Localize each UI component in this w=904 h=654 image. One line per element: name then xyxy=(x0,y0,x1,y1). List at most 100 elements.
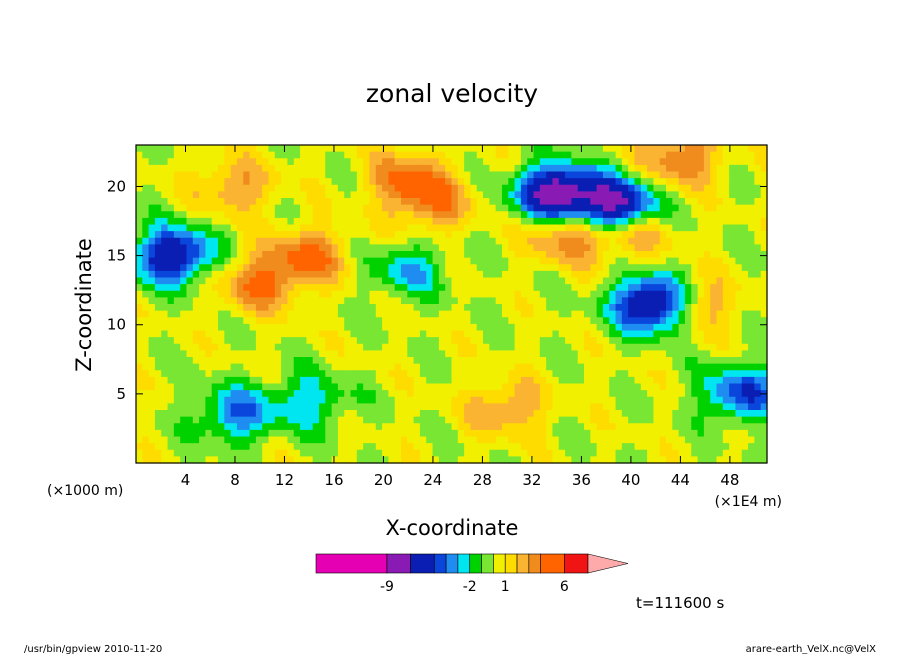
contour-cell xyxy=(426,264,434,272)
contour-cell xyxy=(691,217,699,226)
contour-cell xyxy=(584,343,591,351)
contour-cell xyxy=(546,264,554,272)
contour-cell xyxy=(621,270,629,279)
contour-cell xyxy=(489,158,497,166)
contour-cell xyxy=(230,370,238,378)
contour-cell xyxy=(514,323,522,332)
contour-cell xyxy=(647,244,655,252)
contour-cell xyxy=(672,244,680,252)
contour-cell xyxy=(546,396,554,404)
contour-cell xyxy=(337,164,345,173)
contour-cell xyxy=(350,198,358,206)
contour-cell xyxy=(154,330,162,338)
x-tick-label: 48 xyxy=(720,471,739,489)
contour-cell xyxy=(218,363,225,371)
contour-cell xyxy=(211,423,219,431)
contour-cell xyxy=(300,423,307,431)
contour-cell xyxy=(224,323,232,332)
contour-cell xyxy=(394,191,402,199)
contour-cell xyxy=(274,436,282,444)
contour-cell xyxy=(236,429,244,438)
contour-cell xyxy=(666,277,673,285)
contour-cell xyxy=(451,423,459,431)
contour-cell xyxy=(205,224,213,232)
contour-cell xyxy=(577,403,585,411)
contour-cell xyxy=(407,337,415,345)
contour-cell xyxy=(590,370,598,378)
contour-cell xyxy=(407,231,415,239)
contour-cell xyxy=(691,304,699,312)
contour-cell xyxy=(527,337,535,345)
contour-cell xyxy=(653,337,661,345)
contour-cell xyxy=(584,310,591,318)
contour-cell xyxy=(735,383,743,391)
contour-cell xyxy=(741,383,749,391)
contour-cell xyxy=(426,257,434,265)
contour-cell xyxy=(533,211,541,219)
contour-cell xyxy=(489,370,497,378)
contour-cell xyxy=(729,204,737,212)
contour-cell xyxy=(678,224,686,232)
contour-cell xyxy=(729,337,737,345)
contour-cell xyxy=(331,158,339,166)
contour-cell xyxy=(464,217,472,226)
contour-cell xyxy=(577,171,585,179)
contour-cell xyxy=(489,423,497,431)
contour-cell xyxy=(501,151,509,159)
contour-cell xyxy=(243,184,251,192)
contour-cell xyxy=(489,290,497,298)
contour-cell xyxy=(710,443,718,451)
contour-cell xyxy=(426,403,434,411)
contour-cell xyxy=(653,237,661,245)
contour-cell xyxy=(413,164,421,173)
contour-cell xyxy=(255,423,263,431)
contour-cell xyxy=(584,396,591,404)
contour-cell xyxy=(508,350,516,358)
contour-cell xyxy=(350,376,358,385)
contour-cell xyxy=(306,343,314,351)
contour-cell xyxy=(602,403,610,411)
contour-cell xyxy=(596,370,604,378)
contour-cell xyxy=(489,217,497,226)
contour-cell xyxy=(495,171,503,179)
contour-cell xyxy=(697,436,705,444)
contour-cell xyxy=(451,151,459,159)
contour-cell xyxy=(741,337,749,345)
contour-cell xyxy=(318,416,326,424)
contour-cell xyxy=(634,145,642,153)
contour-cell xyxy=(300,429,307,438)
contour-cell xyxy=(748,357,755,365)
contour-cell xyxy=(489,198,497,206)
contour-cell xyxy=(602,297,610,305)
contour-cell xyxy=(647,264,655,272)
contour-cell xyxy=(552,410,560,418)
contour-cell xyxy=(382,164,389,173)
contour-cell xyxy=(432,264,440,272)
contour-cell xyxy=(192,204,200,212)
contour-cell xyxy=(741,237,749,245)
contour-cell xyxy=(255,383,263,391)
contour-cell xyxy=(615,151,623,159)
contour-cell xyxy=(401,164,408,173)
contour-cell xyxy=(167,171,175,179)
contour-cell xyxy=(546,251,554,259)
contour-cell xyxy=(173,396,181,404)
contour-cell xyxy=(173,449,181,457)
contour-cell xyxy=(760,304,768,312)
contour-cell xyxy=(483,224,490,232)
contour-cell xyxy=(666,376,673,385)
contour-cell xyxy=(533,171,541,179)
x-tick-label: 12 xyxy=(275,471,294,489)
contour-cell xyxy=(464,376,472,385)
contour-cell xyxy=(634,383,642,391)
contour-cell xyxy=(539,410,547,418)
contour-cell xyxy=(255,237,263,245)
contour-cell xyxy=(691,244,699,252)
contour-cell xyxy=(647,343,655,351)
contour-cell xyxy=(729,191,737,199)
contour-cell xyxy=(401,264,408,272)
footer-left: /usr/bin/gpview 2010-11-20 xyxy=(24,644,162,654)
contour-cell xyxy=(186,184,194,192)
contour-cell xyxy=(173,370,181,378)
contour-cell xyxy=(445,244,453,252)
